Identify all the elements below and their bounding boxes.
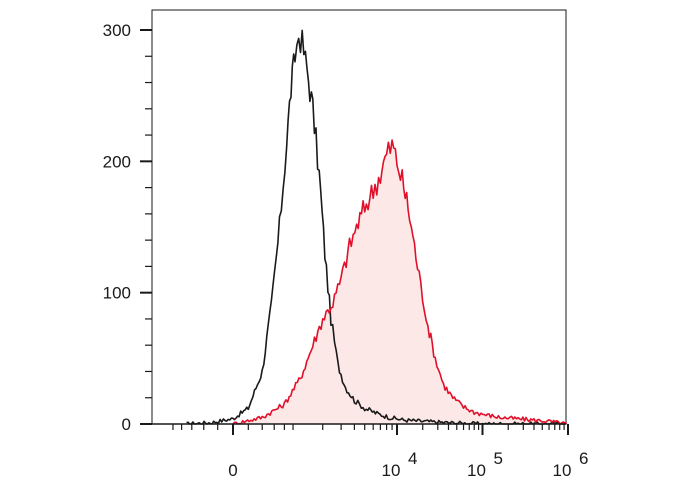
y-tick-labels: 0 100 200 300 [103,21,131,434]
x-tick-label: 0 [228,461,237,480]
x-tick-label: 10 6 [553,449,589,480]
svg-text:0: 0 [228,461,237,480]
x-tick-label: 10 4 [382,449,418,480]
series-1-line [232,139,567,425]
y-tick-label: 200 [103,152,131,171]
x-axis [152,423,569,435]
x-tick-label: 10 5 [467,449,503,480]
y-axis [140,29,152,425]
x-tick-labels: 0 10 4 10 5 10 6 [228,449,588,480]
svg-text:5: 5 [494,449,503,468]
svg-text:10: 10 [553,461,572,480]
series-fills [233,140,566,424]
y-tick-label: 300 [103,21,131,40]
svg-text:6: 6 [579,449,588,468]
svg-text:10: 10 [382,461,401,480]
svg-text:4: 4 [408,449,417,468]
series-1-area [233,140,566,424]
svg-text:10: 10 [467,461,486,480]
y-tick-label: 100 [103,284,131,303]
y-tick-label: 0 [122,415,131,434]
